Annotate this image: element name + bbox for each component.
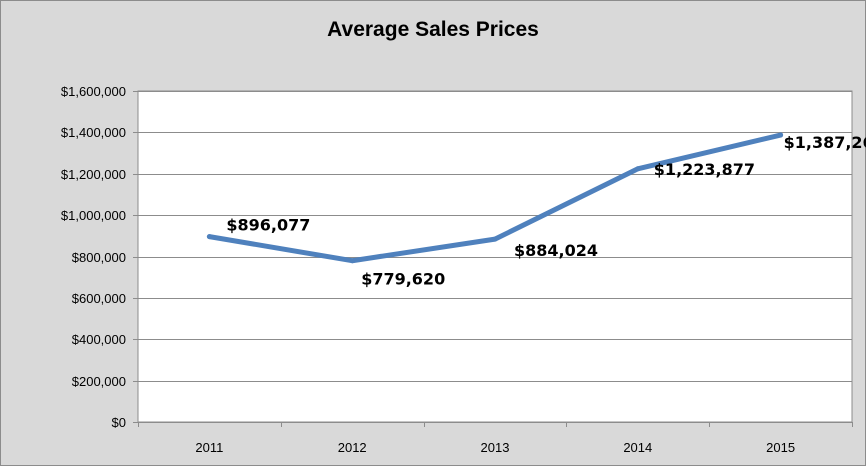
- data-label: $884,024: [514, 241, 598, 260]
- data-point: [635, 166, 641, 172]
- x-tick-label: 2014: [623, 440, 652, 455]
- x-tick-label: 2011: [195, 440, 223, 455]
- data-point: [492, 236, 498, 242]
- data-point: [778, 132, 784, 138]
- y-tick-label: $200,000: [72, 374, 126, 389]
- x-tick-label: 2012: [338, 440, 367, 455]
- data-point: [349, 258, 355, 264]
- data-label: $779,620: [361, 270, 445, 289]
- x-tick-label: 2013: [481, 440, 510, 455]
- plot-area: [137, 90, 853, 423]
- y-tick-label: $800,000: [72, 250, 126, 265]
- y-tick-label: $1,000,000: [61, 208, 126, 223]
- data-point: [206, 234, 212, 240]
- x-tick-label: 2015: [766, 440, 795, 455]
- y-tick-label: $1,200,000: [61, 167, 126, 182]
- data-label: $1,223,877: [654, 160, 755, 179]
- y-tick-label: $0: [112, 415, 126, 430]
- data-label: $1,387,262: [784, 133, 866, 152]
- data-label: $896,077: [226, 216, 310, 235]
- y-tick-label: $400,000: [72, 332, 126, 347]
- y-tick-label: $1,600,000: [61, 84, 126, 99]
- y-tick-label: $1,400,000: [61, 125, 126, 140]
- chart-title: Average Sales Prices: [327, 18, 539, 41]
- y-tick-label: $600,000: [72, 291, 126, 306]
